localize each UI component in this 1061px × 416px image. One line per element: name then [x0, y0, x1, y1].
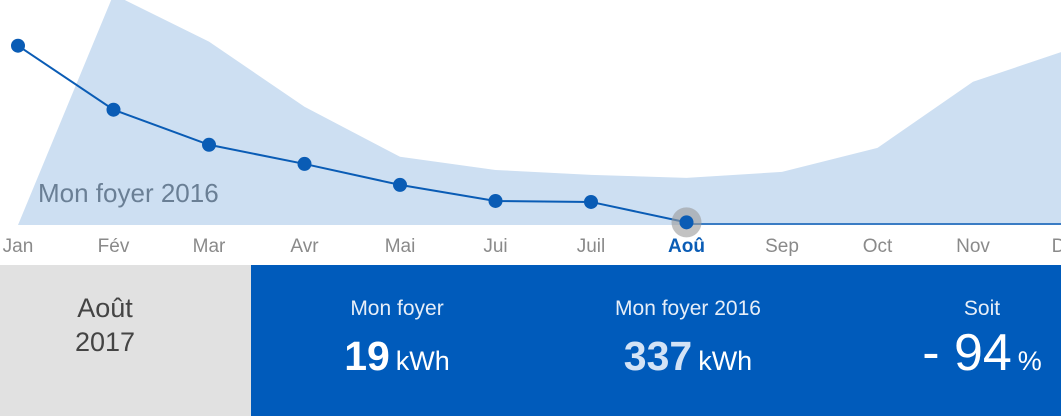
stat-number: 337: [623, 333, 693, 379]
stat-number: - 94: [922, 324, 1012, 382]
area-label: Mon foyer 2016: [38, 178, 219, 208]
x-tick-label: Déc: [1052, 236, 1061, 257]
point: [202, 137, 216, 152]
period-year: 2017: [74, 327, 136, 357]
point: [393, 177, 407, 192]
point: [11, 38, 25, 53]
stat-unit: %: [1017, 346, 1042, 376]
area: [18, 0, 1061, 225]
stat-number: 19: [344, 333, 390, 379]
point: [584, 194, 598, 209]
stat: Mon foyer 19 kWh: [257, 265, 537, 380]
x-tick-label: Jan: [3, 236, 34, 257]
x-tick-label: Avr: [290, 236, 319, 257]
period-panel: Août 2017: [0, 265, 251, 416]
x-tick-label: Fév: [98, 236, 130, 257]
stat-unit: kWh: [698, 346, 753, 376]
stat-unit: kWh: [395, 346, 450, 376]
stats-panel: Mon foyer 19 kWh Mon foyer 2016 337 kWh Soit - …: [251, 265, 1061, 416]
x-tick-label: Juil: [577, 236, 606, 257]
stat-label: Soit: [963, 297, 1001, 320]
stat-value: - 94%: [842, 323, 1061, 383]
x-tick-label: Aoû: [668, 236, 705, 257]
x-tick-label: Oct: [863, 236, 893, 257]
stat-label: Mon foyer: [350, 297, 444, 320]
stat: Mon foyer 2016 337 kWh: [548, 265, 828, 380]
point: [297, 156, 312, 171]
stat: Soit - 94%: [842, 265, 1061, 383]
point: [488, 193, 503, 208]
x-tick-label: Mar: [193, 236, 226, 257]
line: [17, 44, 687, 224]
period-month: Août: [77, 293, 133, 323]
stat-label: Mon foyer 2016: [615, 297, 761, 320]
x-tick-label: Sep: [765, 236, 799, 257]
stat-value: 19 kWh: [257, 333, 537, 380]
point: [106, 102, 121, 117]
chart: Mon foyer 2016 Jan Fév Mar Avr Mai Jui Juil Aoû…: [3, 0, 1061, 257]
x-tick-label: Mai: [385, 236, 416, 257]
stat-value: 337 kWh: [548, 333, 828, 380]
point: [679, 215, 694, 230]
x-tick-label: Jui: [483, 236, 507, 257]
x-tick-label: Nov: [956, 236, 990, 257]
